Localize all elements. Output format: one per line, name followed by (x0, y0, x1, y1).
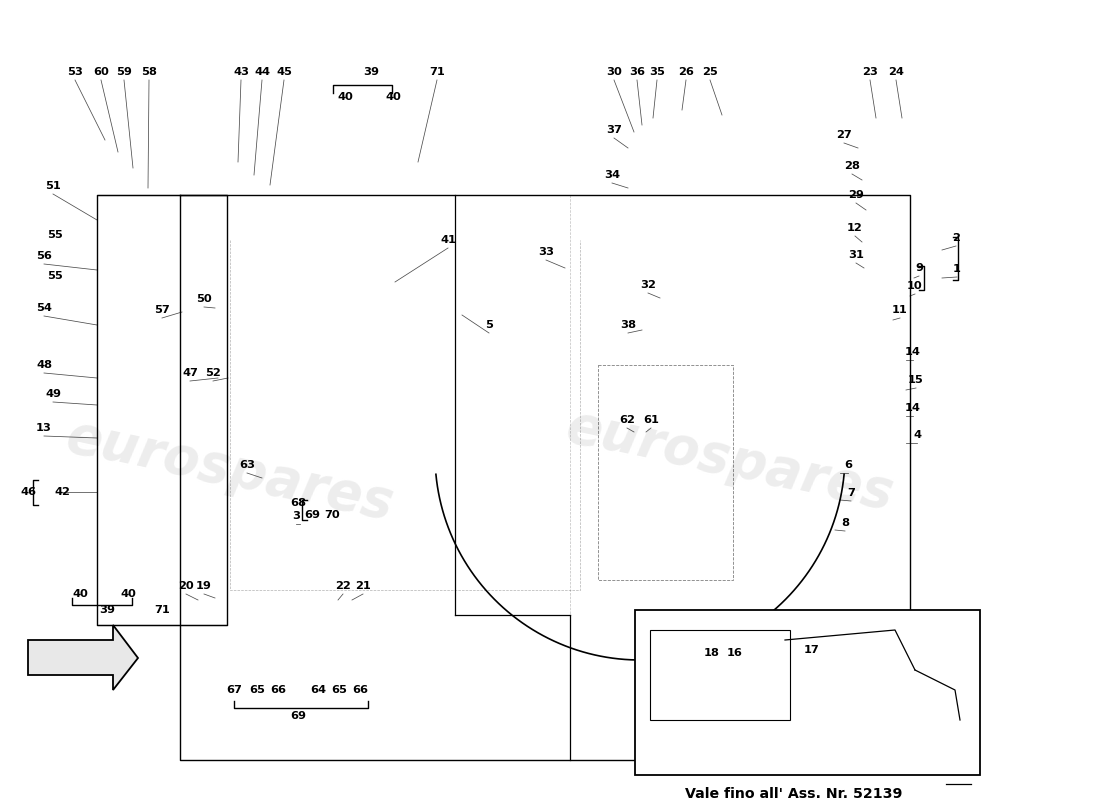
Text: 44: 44 (254, 67, 270, 77)
Text: 28: 28 (844, 161, 860, 171)
Text: 17: 17 (804, 645, 820, 655)
Bar (635, 610, 980, 775)
Text: 10: 10 (908, 281, 923, 291)
Bar (97, 195, 227, 625)
Text: 47: 47 (183, 368, 198, 378)
Text: 69: 69 (304, 510, 320, 520)
Text: 51: 51 (45, 181, 60, 191)
Text: 60: 60 (94, 67, 109, 77)
Text: 32: 32 (640, 280, 656, 290)
Text: 7: 7 (847, 488, 855, 498)
Text: 55: 55 (47, 230, 63, 240)
Text: 40: 40 (337, 92, 353, 102)
Text: 66: 66 (270, 685, 286, 695)
Text: 4: 4 (913, 430, 921, 440)
Text: 62: 62 (619, 415, 635, 425)
Text: 52: 52 (205, 368, 221, 378)
Text: 42: 42 (54, 487, 70, 497)
Text: 31: 31 (848, 250, 864, 260)
Text: 71: 71 (429, 67, 444, 77)
Text: eurospares: eurospares (62, 410, 398, 530)
Text: 34: 34 (604, 170, 620, 180)
Text: 26: 26 (678, 67, 694, 77)
Text: 25: 25 (702, 67, 718, 77)
Text: 1: 1 (953, 264, 961, 274)
Text: 68: 68 (290, 498, 306, 508)
Text: 57: 57 (154, 305, 169, 315)
Text: 45: 45 (276, 67, 292, 77)
Text: 63: 63 (239, 460, 255, 470)
Text: 5: 5 (485, 320, 493, 330)
Text: Vale fino all' Ass. Nr. 52139: Vale fino all' Ass. Nr. 52139 (685, 787, 902, 800)
Text: 55: 55 (47, 271, 63, 281)
Bar (598, 365, 733, 580)
Text: 70: 70 (324, 510, 340, 520)
Text: 24: 24 (888, 67, 904, 77)
Text: 38: 38 (620, 320, 636, 330)
Text: 65: 65 (331, 685, 346, 695)
Text: 71: 71 (154, 605, 169, 615)
Text: 54: 54 (36, 303, 52, 313)
Text: 50: 50 (196, 294, 212, 304)
Text: 14: 14 (905, 403, 921, 413)
Text: 40: 40 (385, 92, 400, 102)
Text: 16: 16 (727, 648, 742, 658)
Text: 53: 53 (67, 67, 82, 77)
Text: 2: 2 (953, 233, 960, 243)
Text: 61: 61 (644, 415, 659, 425)
Text: 14: 14 (905, 347, 921, 357)
Text: 29: 29 (848, 190, 864, 200)
Text: 67: 67 (227, 685, 242, 695)
Text: 11: 11 (892, 305, 907, 315)
Text: 46: 46 (20, 487, 36, 497)
Bar (650, 630, 790, 720)
Text: 41: 41 (440, 235, 455, 245)
Text: 37: 37 (606, 125, 621, 135)
Text: 40: 40 (73, 589, 88, 599)
Text: 39: 39 (363, 67, 379, 77)
Text: 20: 20 (178, 581, 194, 591)
Text: 12: 12 (847, 223, 862, 233)
Text: 48: 48 (36, 360, 52, 370)
Text: 22: 22 (336, 581, 351, 591)
Text: 27: 27 (836, 130, 851, 140)
Text: 3: 3 (292, 511, 300, 521)
Text: 9: 9 (915, 263, 923, 273)
Text: 13: 13 (36, 423, 52, 433)
Text: 19: 19 (196, 581, 212, 591)
Text: 33: 33 (538, 247, 554, 257)
Text: 66: 66 (352, 685, 368, 695)
Text: 59: 59 (117, 67, 132, 77)
Text: eurospares: eurospares (561, 400, 899, 520)
Text: 56: 56 (36, 251, 52, 261)
Text: 58: 58 (141, 67, 157, 77)
Text: 21: 21 (355, 581, 371, 591)
Text: 23: 23 (862, 67, 878, 77)
Text: 40: 40 (120, 589, 136, 599)
Text: 18: 18 (704, 648, 719, 658)
Text: 39: 39 (99, 605, 116, 615)
Text: 15: 15 (909, 375, 924, 385)
Text: 6: 6 (844, 460, 852, 470)
Polygon shape (28, 625, 138, 690)
Text: 30: 30 (606, 67, 621, 77)
Text: 8: 8 (842, 518, 849, 528)
Text: 43: 43 (233, 67, 249, 77)
Text: 36: 36 (629, 67, 645, 77)
Text: 65: 65 (249, 685, 265, 695)
Text: 49: 49 (45, 389, 60, 399)
Text: 69: 69 (290, 711, 306, 721)
Text: 35: 35 (649, 67, 664, 77)
Text: 64: 64 (310, 685, 326, 695)
